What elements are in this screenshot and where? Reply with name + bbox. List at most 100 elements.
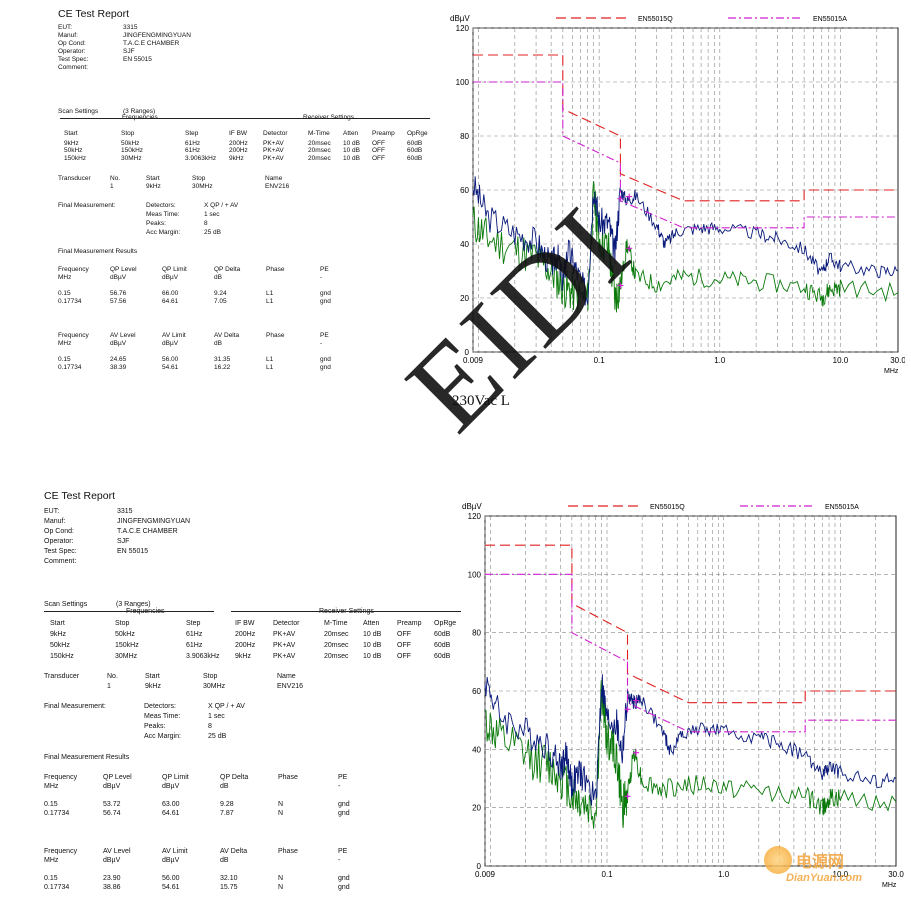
scan-cell: 60dB xyxy=(407,147,423,154)
scan-cell: 9kHz xyxy=(50,631,66,638)
qp-cell: 56.76 xyxy=(110,290,127,297)
scan-cell: 20msec xyxy=(308,147,331,154)
av-limit-line xyxy=(485,573,896,733)
results-title: Final Measurement Results xyxy=(44,754,130,761)
scan-cell: 61Hz xyxy=(185,147,201,154)
av-cell: 32.10 xyxy=(220,875,238,882)
average-trace xyxy=(472,181,899,313)
final-measurement-label: Final Measurement: xyxy=(44,703,106,710)
qp-col-header: QP Delta xyxy=(220,774,249,781)
av-cell: gnd xyxy=(320,364,331,371)
receiver-rule xyxy=(231,611,461,616)
scan-cell: 3.9063kHz xyxy=(186,653,220,660)
scan-ranges: (3 Ranges) xyxy=(116,601,151,608)
receiver-rule xyxy=(225,118,430,123)
av-cell: 54.61 xyxy=(162,884,180,891)
final-item-value: 8 xyxy=(208,723,212,730)
scan-cell: OFF xyxy=(372,155,385,162)
scan-col-header: Stop xyxy=(121,130,135,137)
scan-cell: OFF xyxy=(372,147,385,154)
scan-cell: PK+AV xyxy=(273,631,296,638)
caption: 230Vac L xyxy=(452,393,510,409)
final-item-label: Peaks: xyxy=(146,220,166,227)
qp-cell: L1 xyxy=(266,290,274,297)
qp-col-header: QP Level xyxy=(110,266,137,273)
header-label: Manuf: xyxy=(44,518,66,525)
scan-cell: OFF xyxy=(397,642,411,649)
qp-unit: - xyxy=(320,274,323,281)
y-tick-label: 60 xyxy=(472,687,481,696)
receiver-settings-label: Receiver Settings xyxy=(303,114,354,121)
qp-col-header: QP Level xyxy=(103,774,132,781)
scan-cell: 20msec xyxy=(324,642,349,649)
qp-cell: 56.74 xyxy=(103,810,121,817)
scan-cell: 60dB xyxy=(434,653,451,660)
transducer-cell: 30MHz xyxy=(203,683,226,690)
av-unit: MHz xyxy=(58,340,72,347)
scan-cell: 10 dB xyxy=(343,147,360,154)
transducer-cell: 9kHz xyxy=(145,683,161,690)
results-title: Final Measurement Results xyxy=(58,248,138,255)
transducer-col-header: Stop xyxy=(203,673,218,680)
scan-cell: 50kHz xyxy=(50,642,70,649)
scan-cell: 50kHz xyxy=(121,140,140,147)
logo-cn-text: 电源网 xyxy=(796,854,845,871)
y-tick-label: 100 xyxy=(468,570,482,579)
scan-cell: 60dB xyxy=(434,631,451,638)
legend-qp-label: EN55015Q xyxy=(638,16,673,23)
x-tick-label: 0.009 xyxy=(475,870,496,879)
final-item-value: X QP / + AV xyxy=(208,703,245,710)
scan-cell: 61Hz xyxy=(186,642,203,649)
av-cell: 56.00 xyxy=(162,875,180,882)
scan-col-header: IF BW xyxy=(229,130,248,137)
report-title: CE Test Report xyxy=(58,8,130,20)
qp-col-header: QP Limit xyxy=(162,774,189,781)
scan-settings-title: Scan Settings xyxy=(58,108,99,115)
scan-cell: PK+AV xyxy=(263,140,284,147)
header-value: 3315 xyxy=(123,24,138,31)
scan-cell: 200Hz xyxy=(229,140,248,147)
av-cell: 24.65 xyxy=(110,356,127,363)
x-axis-label: MHz xyxy=(882,882,897,889)
qp-cell: gnd xyxy=(338,801,350,808)
scan-cell: 10 dB xyxy=(363,642,382,649)
qp-cell: 0.17734 xyxy=(58,298,82,305)
scan-col-header: Detector xyxy=(273,620,300,627)
av-unit: dBµV xyxy=(162,340,179,347)
scan-cell: 10 dB xyxy=(343,140,360,147)
transducer-col-header: No. xyxy=(110,175,121,182)
y-tick-label: 20 xyxy=(460,294,469,303)
scan-cell: 61Hz xyxy=(186,631,203,638)
y-tick-label: 120 xyxy=(456,24,470,33)
transducer-col-header: Name xyxy=(277,673,296,680)
transducer-cell: 1 xyxy=(110,183,114,190)
transducer-col-header: Stop xyxy=(192,175,206,182)
qp-cell: 57.56 xyxy=(110,298,127,305)
av-unit: dBµV xyxy=(103,857,121,864)
peak-trace xyxy=(484,674,897,806)
site-logo: 电源网 DianYuan.com xyxy=(758,838,908,898)
legend-qp-label: EN55015Q xyxy=(650,504,685,511)
header-value: EN 55015 xyxy=(123,56,152,63)
y-tick-label: 40 xyxy=(460,240,469,249)
transducer-cell: ENV216 xyxy=(265,183,290,190)
report-2: CE Test Report EUT: 3315 Manuf: JINGFENGMING… xyxy=(44,490,461,891)
qp-unit: dBµV xyxy=(103,783,121,790)
y-tick-label: 40 xyxy=(472,745,481,754)
scan-cell: 150kHz xyxy=(50,653,74,660)
header-value: T.A.C.E CHAMBER xyxy=(123,40,180,47)
qp-col-header: QP Delta xyxy=(214,266,241,273)
final-item-label: Acc Margin: xyxy=(144,733,181,740)
frequencies-rule xyxy=(44,611,214,616)
av-unit: dB xyxy=(214,340,222,347)
scan-col-header: OpRge xyxy=(434,620,457,627)
logo-en-text: DianYuan.com xyxy=(786,872,862,884)
av-col-header: AV Limit xyxy=(162,848,188,855)
final-item-value: 25 dB xyxy=(208,733,227,740)
qp-cell: gnd xyxy=(320,290,331,297)
av-col-header: Frequency xyxy=(44,848,78,855)
scan-col-header: Stop xyxy=(115,620,130,627)
qp-cell: L1 xyxy=(266,298,274,305)
y-tick-label: 0 xyxy=(477,862,482,871)
header-label: Comment: xyxy=(58,64,88,71)
